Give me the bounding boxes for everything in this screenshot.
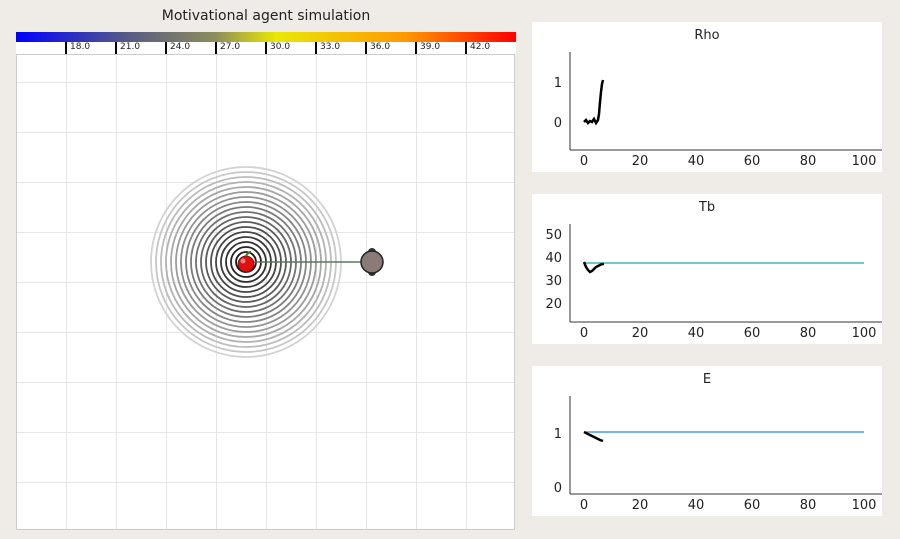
colorbar-tick: 27.0 <box>215 42 240 54</box>
arena-canvas <box>150 166 384 358</box>
e-x-tick: 20 <box>632 498 649 513</box>
rho-plot-panel: Rho 1 0 0 20 40 60 80 100 <box>532 22 882 172</box>
e-x-tick: 40 <box>688 498 705 513</box>
colorbar-tick: 21.0 <box>115 42 140 54</box>
e-x-tick: 80 <box>800 498 817 513</box>
rho-x-tick: 20 <box>632 154 649 169</box>
rho-y-tick: 1 <box>554 76 562 91</box>
colorbar-tick: 39.0 <box>415 42 440 54</box>
rho-y-tick: 0 <box>554 116 562 131</box>
tb-x-tick: 40 <box>688 326 705 341</box>
tb-x-tick: 0 <box>580 326 588 341</box>
tb-plot: 50 40 30 20 0 20 40 60 80 100 <box>545 224 882 341</box>
e-y-tick: 1 <box>554 427 562 442</box>
tb-x-tick: 20 <box>632 326 649 341</box>
colorbar-tick: 33.0 <box>315 42 340 54</box>
agent-icon[interactable] <box>360 248 384 276</box>
rho-x-tick: 0 <box>580 154 588 169</box>
tb-y-tick: 20 <box>545 297 562 312</box>
tb-x-tick: 80 <box>800 326 817 341</box>
rho-x-tick: 100 <box>852 154 877 169</box>
e-y-tick: 0 <box>554 481 562 496</box>
e-trace <box>583 430 604 443</box>
tb-x-tick: 100 <box>852 326 877 341</box>
colorbar-tick: 24.0 <box>165 42 190 54</box>
e-plot-title: E <box>702 372 712 387</box>
simulation-title: Motivational agent simulation <box>161 8 371 24</box>
tb-x-tick: 60 <box>744 326 761 341</box>
apple-icon <box>237 251 255 273</box>
colorbar-tick: 36.0 <box>365 42 390 54</box>
rho-x-tick: 60 <box>744 154 761 169</box>
tb-plot-title: Tb <box>698 200 716 215</box>
rho-x-tick: 80 <box>800 154 817 169</box>
tb-trace <box>582 261 604 274</box>
tb-y-tick: 30 <box>545 274 562 289</box>
rho-plot-title: Rho <box>694 28 720 43</box>
tb-plot-panel: Tb 50 40 30 20 0 20 40 60 80 100 <box>532 194 882 344</box>
tb-y-tick: 50 <box>545 228 562 243</box>
e-x-tick: 100 <box>852 498 877 513</box>
rho-x-tick: 40 <box>688 154 705 169</box>
e-plot: 1 0 0 20 40 60 80 100 <box>554 396 882 513</box>
rho-trace <box>583 79 605 126</box>
e-x-tick: 0 <box>580 498 588 513</box>
colorbar-tick: 18.0 <box>65 42 90 54</box>
tb-y-tick: 40 <box>545 251 562 266</box>
colorbar-ticks: 18.0 21.0 24.0 27.0 30.0 33.0 36.0 39.0 … <box>16 42 516 54</box>
colorbar-tick: 42.0 <box>465 42 490 54</box>
e-x-tick: 60 <box>744 498 761 513</box>
rho-plot: 1 0 0 20 40 60 80 100 <box>554 52 882 169</box>
e-plot-panel: E 1 0 0 20 40 60 80 100 <box>532 366 882 516</box>
colorbar-tick: 30.0 <box>265 42 290 54</box>
temperature-colorbar <box>16 32 516 42</box>
simulation-arena[interactable] <box>16 54 515 530</box>
